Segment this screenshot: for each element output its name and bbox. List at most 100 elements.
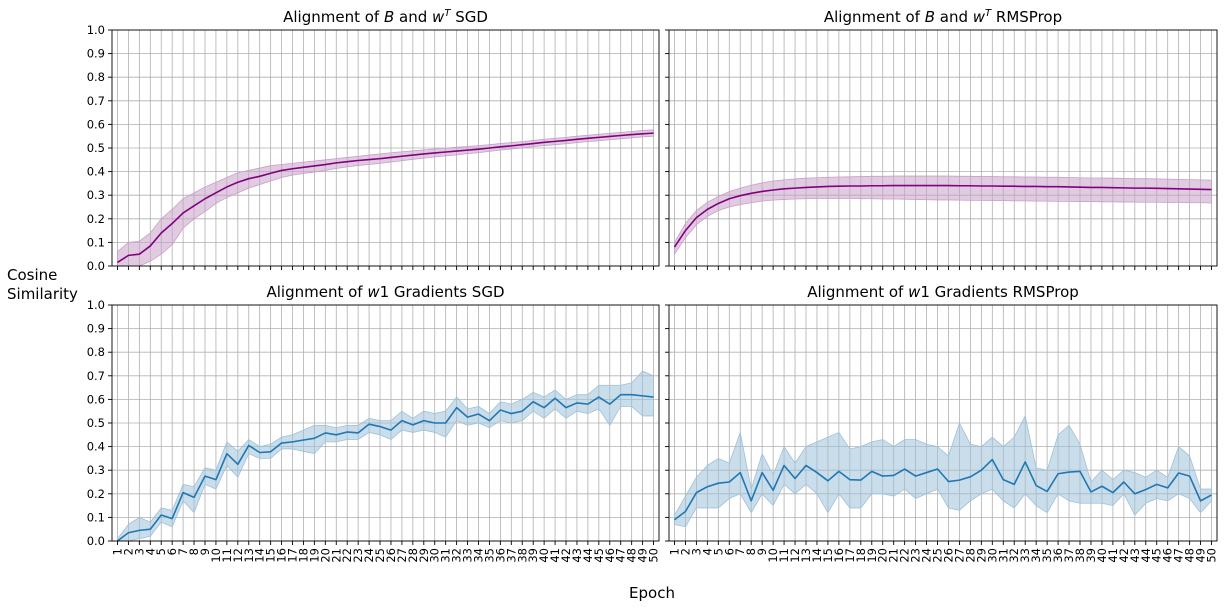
y-tick-label: 0.1 — [87, 235, 105, 249]
chart-title: Alignment of w1 Gradients RMSProp — [807, 283, 1079, 301]
x-tick-label: 9 — [198, 548, 212, 555]
x-tick-label: 25 — [373, 548, 387, 563]
chart-panel-2: Alignment of B and wT RMSProp — [665, 8, 1218, 270]
y-tick-label: 0.1 — [87, 510, 105, 524]
x-tick-label: 1 — [667, 548, 681, 555]
x-tick-label: 23 — [909, 548, 923, 563]
x-tick-label: 8 — [744, 548, 758, 555]
y-tick-label: 0.4 — [87, 165, 105, 179]
x-tick-label: 12 — [231, 548, 245, 563]
series-line — [673, 458, 1212, 521]
chart-panel-4: 1234567891011121314151617181920212223242… — [665, 283, 1219, 563]
chart-title-part: B — [925, 8, 935, 26]
x-tick-label: 6 — [165, 548, 179, 555]
x-tick-label: 17 — [843, 548, 857, 563]
x-tick-label: 20 — [318, 548, 332, 563]
series-confidence-band — [674, 175, 1212, 256]
x-tick-label: 14 — [810, 548, 824, 563]
x-tick-label: 27 — [395, 548, 409, 563]
x-tick-label: 35 — [482, 548, 496, 563]
y-tick-label: 0.6 — [87, 117, 105, 131]
y-tick-label: 0.5 — [87, 141, 105, 155]
chart-title-part: Alignment of — [807, 283, 908, 301]
series-line — [673, 184, 1212, 248]
x-tick-label: 18 — [854, 548, 868, 563]
x-tick-label: 48 — [1183, 548, 1197, 563]
x-tick-label: 39 — [1084, 548, 1098, 563]
x-tick-label: 45 — [592, 548, 606, 563]
x-tick-label: 13 — [242, 548, 256, 563]
chart-title-part: RMSProp — [991, 8, 1062, 26]
series-confidence-band — [117, 370, 654, 542]
y-tick-label: 0.0 — [87, 534, 105, 548]
x-tick-label: 36 — [493, 548, 507, 563]
chart-title: Alignment of B and wT RMSProp — [824, 8, 1062, 26]
x-tick-label: 20 — [876, 548, 890, 563]
x-tick-label: 31 — [996, 548, 1010, 563]
chart-panel-3: 0.00.10.20.30.40.50.60.70.80.91.01234567… — [87, 283, 661, 563]
y-tick-label: 1.0 — [87, 298, 105, 312]
x-tick-label: 18 — [296, 548, 310, 563]
x-tick-label: 4 — [700, 548, 714, 555]
x-tick-label: 45 — [1150, 548, 1164, 563]
y-axis-label-line1: Cosine — [7, 266, 57, 284]
x-tick-label: 47 — [1172, 548, 1186, 563]
y-tick-label: 0.9 — [87, 47, 105, 61]
x-tick-label: 37 — [1062, 548, 1076, 563]
x-tick-label: 49 — [636, 548, 650, 563]
x-axis-label: Epoch — [629, 584, 675, 602]
y-tick-label: 0.7 — [87, 369, 105, 383]
x-tick-label: 42 — [1117, 548, 1131, 563]
x-tick-label: 9 — [755, 548, 769, 555]
chart-title-part: 1 Gradients SGD — [380, 283, 505, 301]
x-tick-label: 11 — [777, 548, 791, 563]
x-tick-label: 3 — [132, 548, 146, 555]
series-confidence-band — [117, 129, 654, 267]
x-tick-label: 44 — [581, 548, 595, 563]
y-tick-label: 0.6 — [87, 392, 105, 406]
x-tick-label: 5 — [154, 548, 168, 555]
x-tick-label: 19 — [307, 548, 321, 563]
y-tick-label: 0.2 — [87, 212, 105, 226]
x-tick-label: 15 — [821, 548, 835, 563]
chart-title-part: Alignment of — [283, 8, 384, 26]
x-tick-label: 16 — [275, 548, 289, 563]
x-tick-label: 24 — [920, 548, 934, 563]
x-tick-label: 23 — [351, 548, 365, 563]
y-tick-label: 0.4 — [87, 440, 105, 454]
x-tick-label: 26 — [941, 548, 955, 563]
x-tick-label: 16 — [832, 548, 846, 563]
x-tick-label: 35 — [1040, 548, 1054, 563]
chart-title-part: 1 Gradients RMSProp — [920, 283, 1078, 301]
x-tick-label: 33 — [461, 548, 475, 563]
x-tick-label: 40 — [537, 548, 551, 563]
chart-title-part: w — [973, 8, 986, 26]
x-tick-label: 28 — [406, 548, 420, 563]
x-tick-label: 26 — [384, 548, 398, 563]
x-tick-label: 1 — [110, 548, 124, 555]
x-tick-label: 5 — [711, 548, 725, 555]
x-tick-label: 44 — [1139, 548, 1153, 563]
x-tick-label: 7 — [176, 548, 190, 555]
x-tick-label: 13 — [799, 548, 813, 563]
x-tick-label: 38 — [515, 548, 529, 563]
x-tick-label: 40 — [1095, 548, 1109, 563]
x-tick-label: 7 — [733, 548, 747, 555]
chart-title-part: Alignment of — [266, 283, 367, 301]
x-tick-label: 22 — [340, 548, 354, 563]
x-tick-label: 31 — [439, 548, 453, 563]
chart-title-part: B — [384, 8, 394, 26]
series-confidence-band — [674, 414, 1212, 528]
x-tick-label: 43 — [570, 548, 584, 563]
y-tick-label: 0.3 — [87, 463, 105, 477]
x-tick-label: 39 — [526, 548, 540, 563]
x-tick-label: 15 — [264, 548, 278, 563]
x-tick-label: 50 — [647, 548, 661, 563]
y-tick-label: 0.8 — [87, 70, 105, 84]
x-tick-label: 22 — [898, 548, 912, 563]
x-tick-label: 46 — [1161, 548, 1175, 563]
x-tick-label: 21 — [329, 548, 343, 563]
x-tick-label: 33 — [1018, 548, 1032, 563]
x-tick-label: 49 — [1194, 548, 1208, 563]
